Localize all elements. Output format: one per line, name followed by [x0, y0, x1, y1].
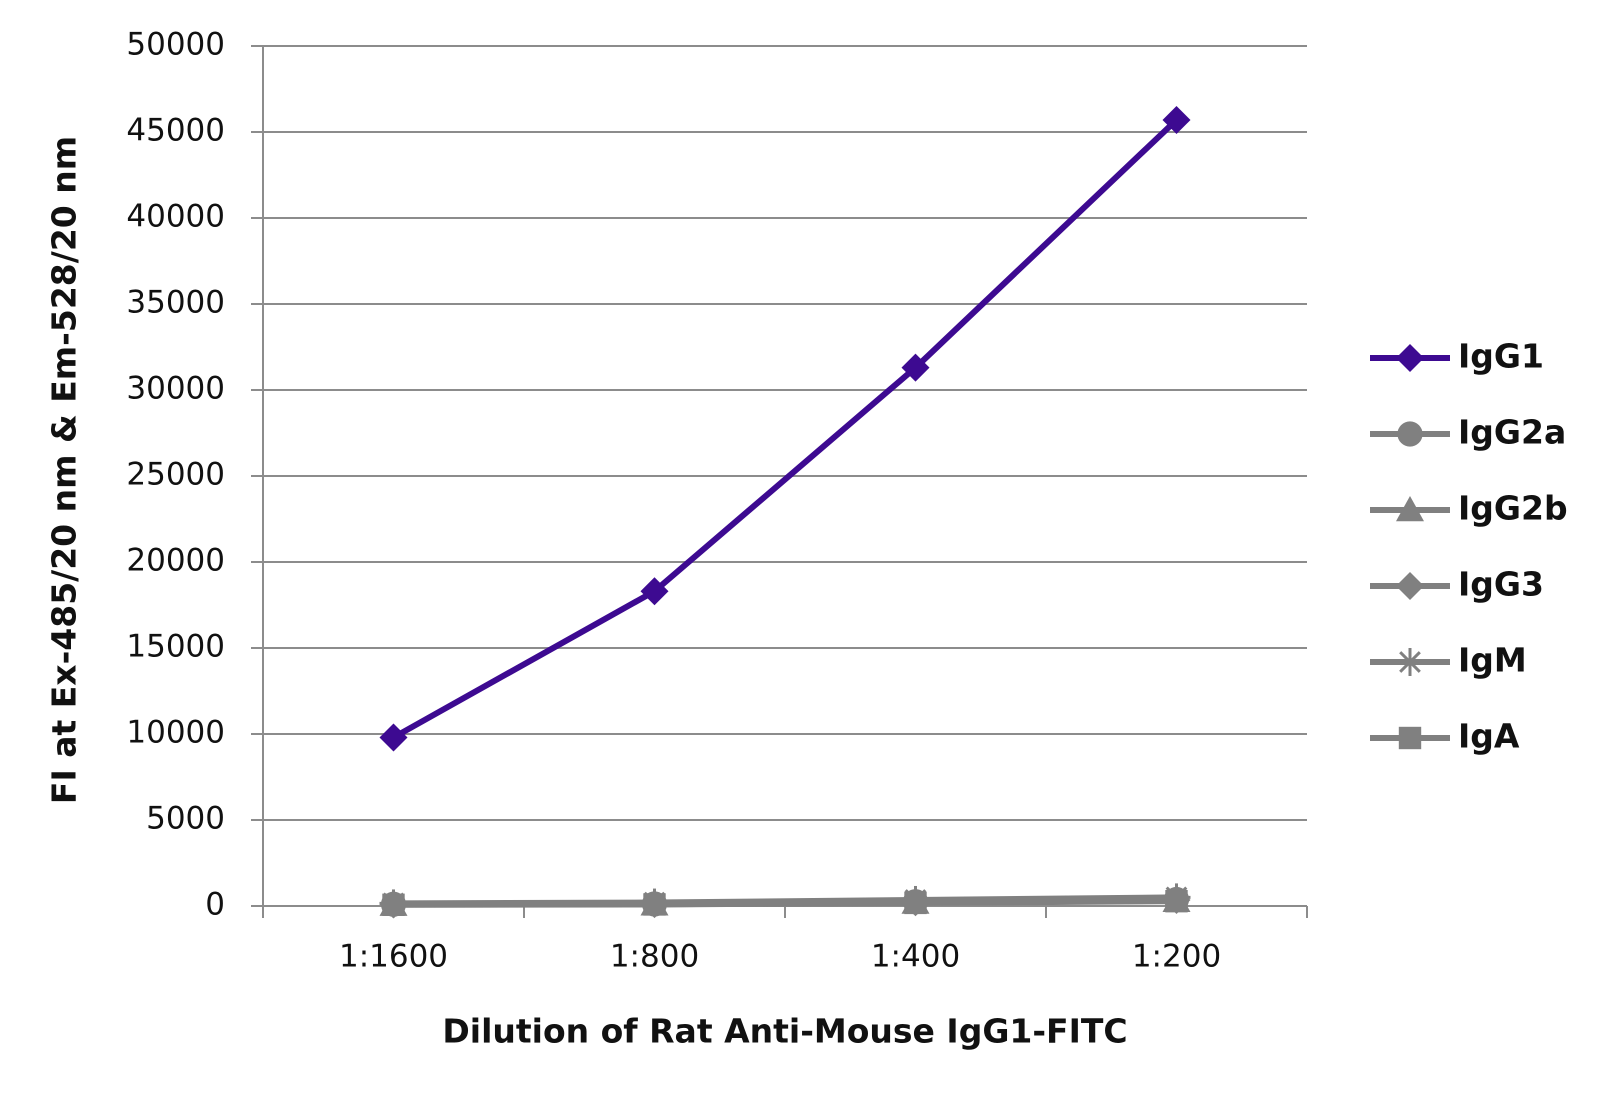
data-point — [1162, 105, 1191, 134]
x-axis-title: Dilution of Rat Anti-Mouse IgG1-FITC — [442, 1012, 1127, 1051]
y-tick-label: 5000 — [146, 801, 225, 837]
data-point — [901, 353, 930, 382]
data-point — [640, 577, 669, 606]
legend-marker — [1396, 572, 1424, 600]
x-tick-label: 1:400 — [871, 939, 960, 975]
y-tick-label: 20000 — [126, 543, 225, 579]
y-tick-label: 10000 — [126, 715, 225, 751]
y-axis-title: FI at Ex-485/20 nm & Em-528/20 nm — [45, 136, 84, 804]
y-tick-label: 50000 — [126, 27, 225, 63]
series-line — [393, 896, 1177, 908]
y-tick-label: 45000 — [126, 113, 225, 149]
legend-label: IgG1 — [1458, 337, 1544, 376]
y-tick-label: 35000 — [126, 285, 225, 321]
data-point — [379, 723, 408, 752]
y-tick-label: 25000 — [126, 457, 225, 493]
legend-label: IgA — [1458, 717, 1520, 756]
legend-label: IgM — [1458, 641, 1527, 680]
data-point — [1163, 886, 1190, 913]
x-tick-label: 1:1600 — [339, 939, 448, 975]
x-tick-label: 1:800 — [610, 939, 699, 975]
legend-marker — [1396, 496, 1424, 522]
y-tick-label: 15000 — [126, 629, 225, 665]
data-point — [641, 891, 668, 917]
series-line — [392, 117, 1179, 741]
y-tick-label: 40000 — [126, 199, 225, 235]
legend-label: IgG3 — [1458, 565, 1544, 604]
asterisk-stroke — [1399, 651, 1421, 673]
x-tick-label: 1:200 — [1132, 939, 1221, 975]
data-point — [380, 891, 407, 917]
legend-label: IgG2b — [1458, 489, 1568, 528]
data-point — [902, 889, 929, 915]
legend-marker — [1398, 726, 1422, 750]
legend-marker — [1396, 648, 1424, 676]
y-tick-label: 0 — [205, 887, 225, 923]
legend-label: IgG2a — [1458, 413, 1566, 452]
legend-marker — [1397, 421, 1423, 447]
legend-marker — [1396, 344, 1424, 372]
y-tick-label: 30000 — [126, 371, 225, 407]
